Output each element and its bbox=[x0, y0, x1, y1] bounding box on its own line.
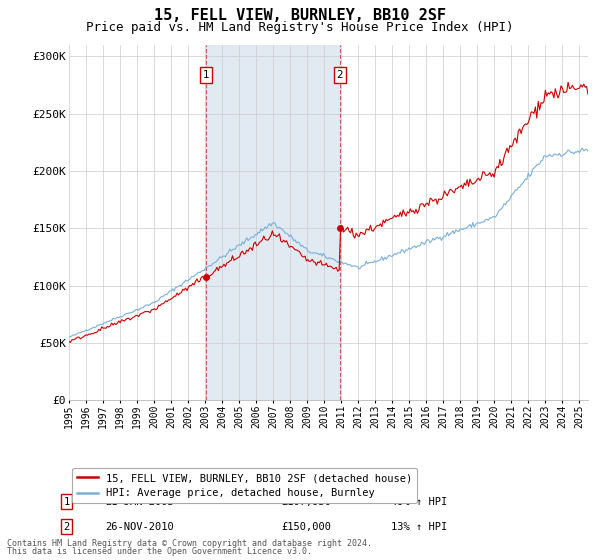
Text: 2: 2 bbox=[63, 521, 70, 531]
Text: 26-NOV-2010: 26-NOV-2010 bbox=[106, 521, 174, 531]
Legend: 15, FELL VIEW, BURNLEY, BB10 2SF (detached house), HPI: Average price, detached : 15, FELL VIEW, BURNLEY, BB10 2SF (detach… bbox=[71, 468, 418, 503]
Text: 21-JAN-2003: 21-JAN-2003 bbox=[106, 497, 174, 507]
Text: £150,000: £150,000 bbox=[282, 521, 332, 531]
Text: 49% ↑ HPI: 49% ↑ HPI bbox=[391, 497, 447, 507]
Text: 2: 2 bbox=[337, 70, 343, 80]
Text: 1: 1 bbox=[203, 70, 209, 80]
Text: This data is licensed under the Open Government Licence v3.0.: This data is licensed under the Open Gov… bbox=[7, 547, 312, 556]
Text: Price paid vs. HM Land Registry's House Price Index (HPI): Price paid vs. HM Land Registry's House … bbox=[86, 21, 514, 34]
Text: Contains HM Land Registry data © Crown copyright and database right 2024.: Contains HM Land Registry data © Crown c… bbox=[7, 539, 372, 548]
Bar bbox=[206, 45, 340, 400]
Text: 1: 1 bbox=[63, 497, 70, 507]
Text: £107,950: £107,950 bbox=[282, 497, 332, 507]
Text: 13% ↑ HPI: 13% ↑ HPI bbox=[391, 521, 447, 531]
Text: 15, FELL VIEW, BURNLEY, BB10 2SF: 15, FELL VIEW, BURNLEY, BB10 2SF bbox=[154, 8, 446, 24]
